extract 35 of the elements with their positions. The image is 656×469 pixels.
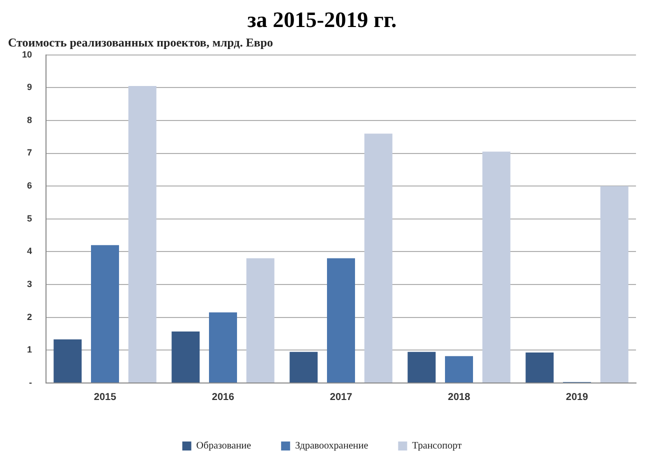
y-tick-label: 5	[26, 213, 32, 224]
bar	[526, 352, 554, 382]
x-tick-label: 2018	[448, 392, 471, 403]
y-tick-label: -	[29, 377, 32, 388]
bar	[444, 356, 474, 382]
y-tick-label: 7	[26, 148, 32, 158]
bar	[364, 134, 392, 382]
y-tick-label: 10	[22, 49, 32, 60]
bar	[290, 352, 318, 382]
y-tick-label: 4	[26, 246, 32, 256]
bar	[408, 352, 436, 382]
bar	[54, 339, 82, 382]
bar	[600, 186, 628, 382]
legend-label: Здравоохранение	[295, 440, 369, 452]
bar	[172, 331, 200, 382]
y-tick-label: 6	[26, 180, 32, 191]
y-tick-label: 8	[26, 114, 32, 125]
bar	[326, 258, 356, 382]
y-tick-label: 3	[26, 279, 32, 290]
y-tick-label: 9	[26, 82, 32, 92]
bar	[246, 258, 274, 382]
legend-label: Трансопорт	[412, 440, 462, 452]
bar	[482, 152, 510, 382]
y-tick-label: 1	[26, 344, 32, 355]
bar	[91, 245, 120, 382]
x-tick-label: 2017	[330, 392, 353, 403]
y-tick-label: 2	[26, 312, 32, 322]
x-tick-label: 2016	[212, 392, 235, 403]
x-tick-label: 2019	[566, 392, 589, 403]
y-axis-title: Стоимость реализованных проектов, млрд. Евро	[8, 36, 274, 50]
chart-title: за 2015-2019 гг.	[247, 6, 397, 32]
bar	[128, 86, 156, 382]
x-tick-label: 2015	[94, 392, 117, 403]
legend-label: Образование	[196, 440, 252, 452]
bar	[208, 312, 238, 382]
